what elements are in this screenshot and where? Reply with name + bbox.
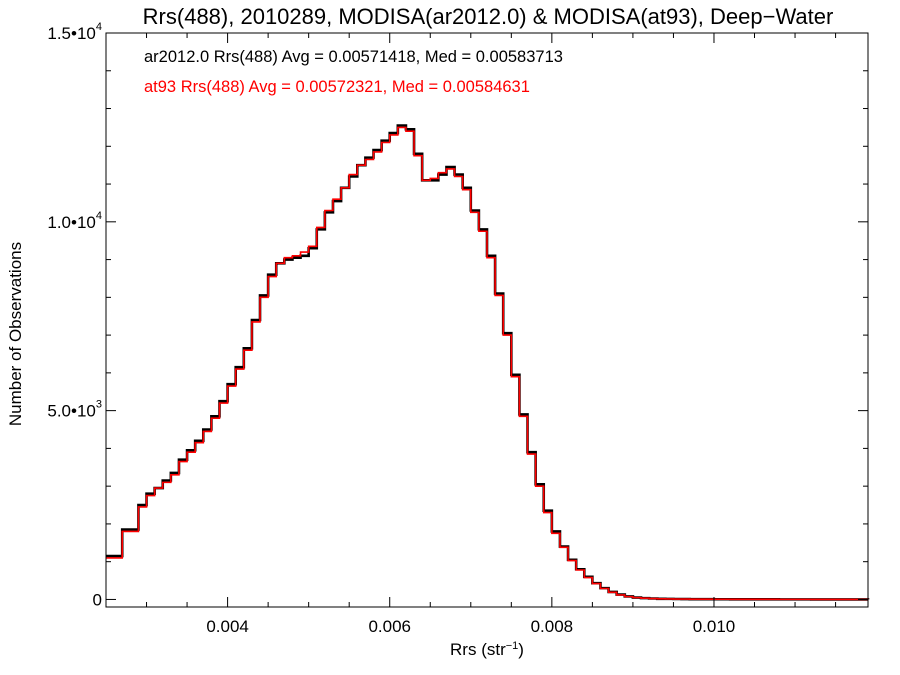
x-axis-label-end: ) [518, 640, 524, 659]
annotation-at93: at93 Rrs(488) Avg = 0.00572321, Med = 0.… [144, 78, 530, 96]
x-axis-label-sup: −1 [506, 640, 519, 652]
x-tick-label: 0.008 [531, 617, 574, 636]
y-tick-label: 1.5•104 [47, 21, 102, 43]
x-axis-label: Rrs (str−1) [450, 640, 524, 659]
y-tick-label: 1.0•104 [47, 210, 102, 232]
chart-title: Rrs(488), 2010289, MODISA(ar2012.0) & MO… [143, 4, 834, 29]
plot-frame [105, 32, 869, 608]
x-axis-label-main: Rrs (str [450, 640, 506, 659]
series-group [106, 124, 870, 601]
tick-marks [105, 32, 868, 607]
x-tick-labels: 0.004 0.006 0.008 0.010 [206, 617, 735, 636]
series-line-at93 [106, 126, 869, 601]
x-tick-label: 0.006 [368, 617, 411, 636]
y-tick-label: 0 [93, 590, 102, 609]
x-tick-label: 0.004 [206, 617, 249, 636]
x-tick-label: 0.010 [693, 617, 736, 636]
annotation-ar2012: ar2012.0 Rrs(488) Avg = 0.00571418, Med … [144, 48, 563, 66]
plot-area [105, 32, 870, 608]
y-tick-labels: 0 5.0•103 1.0•104 1.5•104 [47, 21, 102, 609]
y-axis-label: Number of Observations [6, 242, 25, 426]
y-tick-label: 5.0•103 [47, 399, 102, 421]
series-line-ar2012-0 [106, 124, 870, 601]
